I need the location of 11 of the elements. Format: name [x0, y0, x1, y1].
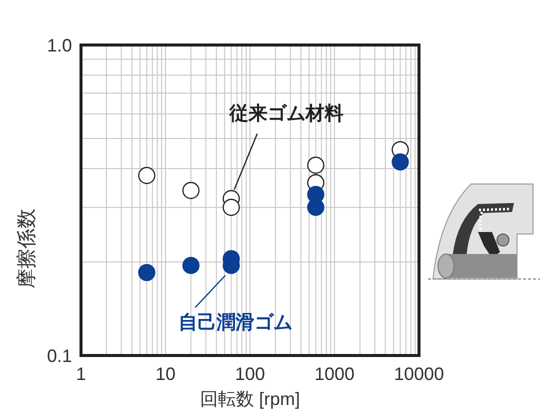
- x-axis-title: 回転数 [rpm]: [200, 389, 300, 409]
- y-tick-label: 0.1: [46, 346, 72, 366]
- x-tick-label: 100: [234, 364, 266, 384]
- x-tick-label: 10: [155, 364, 176, 384]
- x-tick-label: 1000: [314, 364, 355, 384]
- text: 従来ゴム材料: [228, 102, 344, 125]
- x-tick-label: 10000: [394, 364, 444, 384]
- y-axis-title: 摩擦係数: [16, 208, 38, 288]
- y-tick-label: 1.0: [46, 36, 72, 56]
- legend-label: 自己潤滑ゴム: [178, 312, 292, 334]
- x-tick-label: 1: [76, 364, 86, 384]
